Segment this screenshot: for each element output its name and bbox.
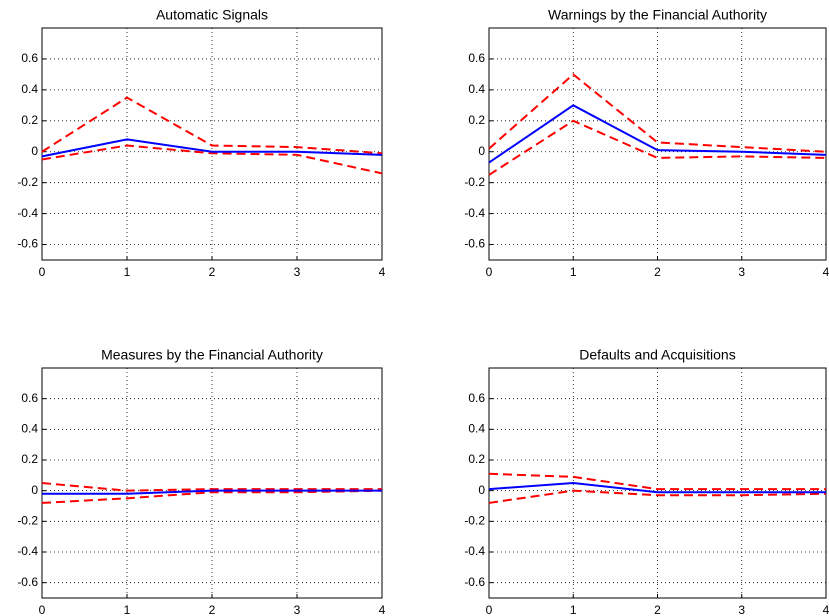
y-tick-label: 0.2 [21, 452, 38, 466]
subplot: Defaults and Acquisitions -0.6 -0.4 -0.2 0 0.… [464, 347, 829, 616]
subplot: Measures by the Financial Authority -0.6 -… [17, 347, 385, 616]
plot-frame [41, 367, 383, 599]
y-tick-label: -0.6 [17, 237, 38, 251]
x-tick-label: 1 [124, 265, 131, 279]
y-tick-label: 0.2 [468, 113, 485, 127]
x-tick-label: 1 [570, 265, 577, 279]
y-tick-label: 0 [478, 483, 485, 497]
series-line [42, 489, 382, 495]
subplot-title: Warnings by the Financial Authority [548, 7, 767, 23]
y-tick-label: -0.6 [464, 237, 485, 251]
series-line [488, 73, 827, 153]
subplot-title: Automatic Signals [156, 7, 268, 23]
series-line [41, 138, 383, 158]
plot-frame [488, 27, 827, 261]
x-tick-label: 4 [379, 603, 386, 616]
series-line [41, 489, 383, 504]
x-tick-label: 0 [39, 603, 46, 616]
x-tick-label: 1 [124, 603, 131, 616]
y-tick-label: 0.6 [468, 51, 485, 65]
x-tick-label: 3 [294, 603, 301, 616]
series-line [488, 472, 826, 491]
series-line [488, 489, 827, 504]
y-tick-label: -0.4 [17, 544, 38, 558]
y-tick-label: 0.4 [21, 82, 38, 96]
subplot: Warnings by the Financial Authority -0.6 -… [464, 7, 829, 279]
x-tick-label: 3 [294, 265, 301, 279]
x-tick-label: 0 [486, 603, 493, 616]
y-tick-label: 0 [478, 144, 485, 158]
y-tick-label: -0.4 [17, 206, 38, 220]
subplot-title: Defaults and Acquisitions [579, 347, 735, 363]
series-line [41, 144, 383, 175]
y-tick-label: 0.6 [468, 391, 485, 405]
y-tick-label: -0.2 [464, 514, 485, 528]
y-tick-label: 0 [31, 483, 38, 497]
x-tick-label: 4 [379, 265, 386, 279]
y-tick-label: 0.4 [21, 422, 38, 436]
y-tick-label: -0.6 [464, 575, 485, 589]
x-tick-label: 2 [209, 265, 216, 279]
y-tick-label: 0.2 [21, 113, 38, 127]
y-tick-label: -0.2 [17, 514, 38, 528]
subplot-title: Measures by the Financial Authority [101, 347, 323, 363]
x-tick-label: 0 [39, 265, 46, 279]
y-tick-label: -0.4 [464, 206, 485, 220]
y-tick-label: -0.6 [17, 575, 38, 589]
y-tick-label: 0.4 [468, 422, 485, 436]
x-tick-label: 2 [209, 603, 216, 616]
y-tick-label: 0.4 [468, 82, 485, 96]
y-tick-label: 0.6 [21, 51, 38, 65]
series-line [41, 96, 383, 155]
y-tick-label: 0 [31, 144, 38, 158]
series-line [488, 481, 826, 494]
x-tick-label: 4 [823, 265, 829, 279]
x-tick-label: 3 [738, 603, 745, 616]
y-tick-label: 0.6 [21, 391, 38, 405]
x-tick-label: 2 [654, 265, 661, 279]
y-tick-label: -0.4 [464, 544, 485, 558]
y-tick-label: -0.2 [464, 175, 485, 189]
series-line [488, 104, 827, 164]
plot-frame [488, 367, 827, 599]
subplot: Automatic Signals -0.6 -0.4 -0.2 0 0.2 0.4 0.6 0… [17, 7, 385, 279]
plot-frame [41, 27, 383, 261]
x-tick-label: 0 [486, 265, 493, 279]
series-line [41, 482, 382, 492]
x-tick-label: 3 [738, 265, 745, 279]
x-tick-label: 1 [570, 603, 577, 616]
y-tick-label: 0.2 [468, 452, 485, 466]
y-tick-label: -0.2 [17, 175, 38, 189]
x-tick-label: 2 [654, 603, 661, 616]
x-tick-label: 4 [823, 603, 829, 616]
